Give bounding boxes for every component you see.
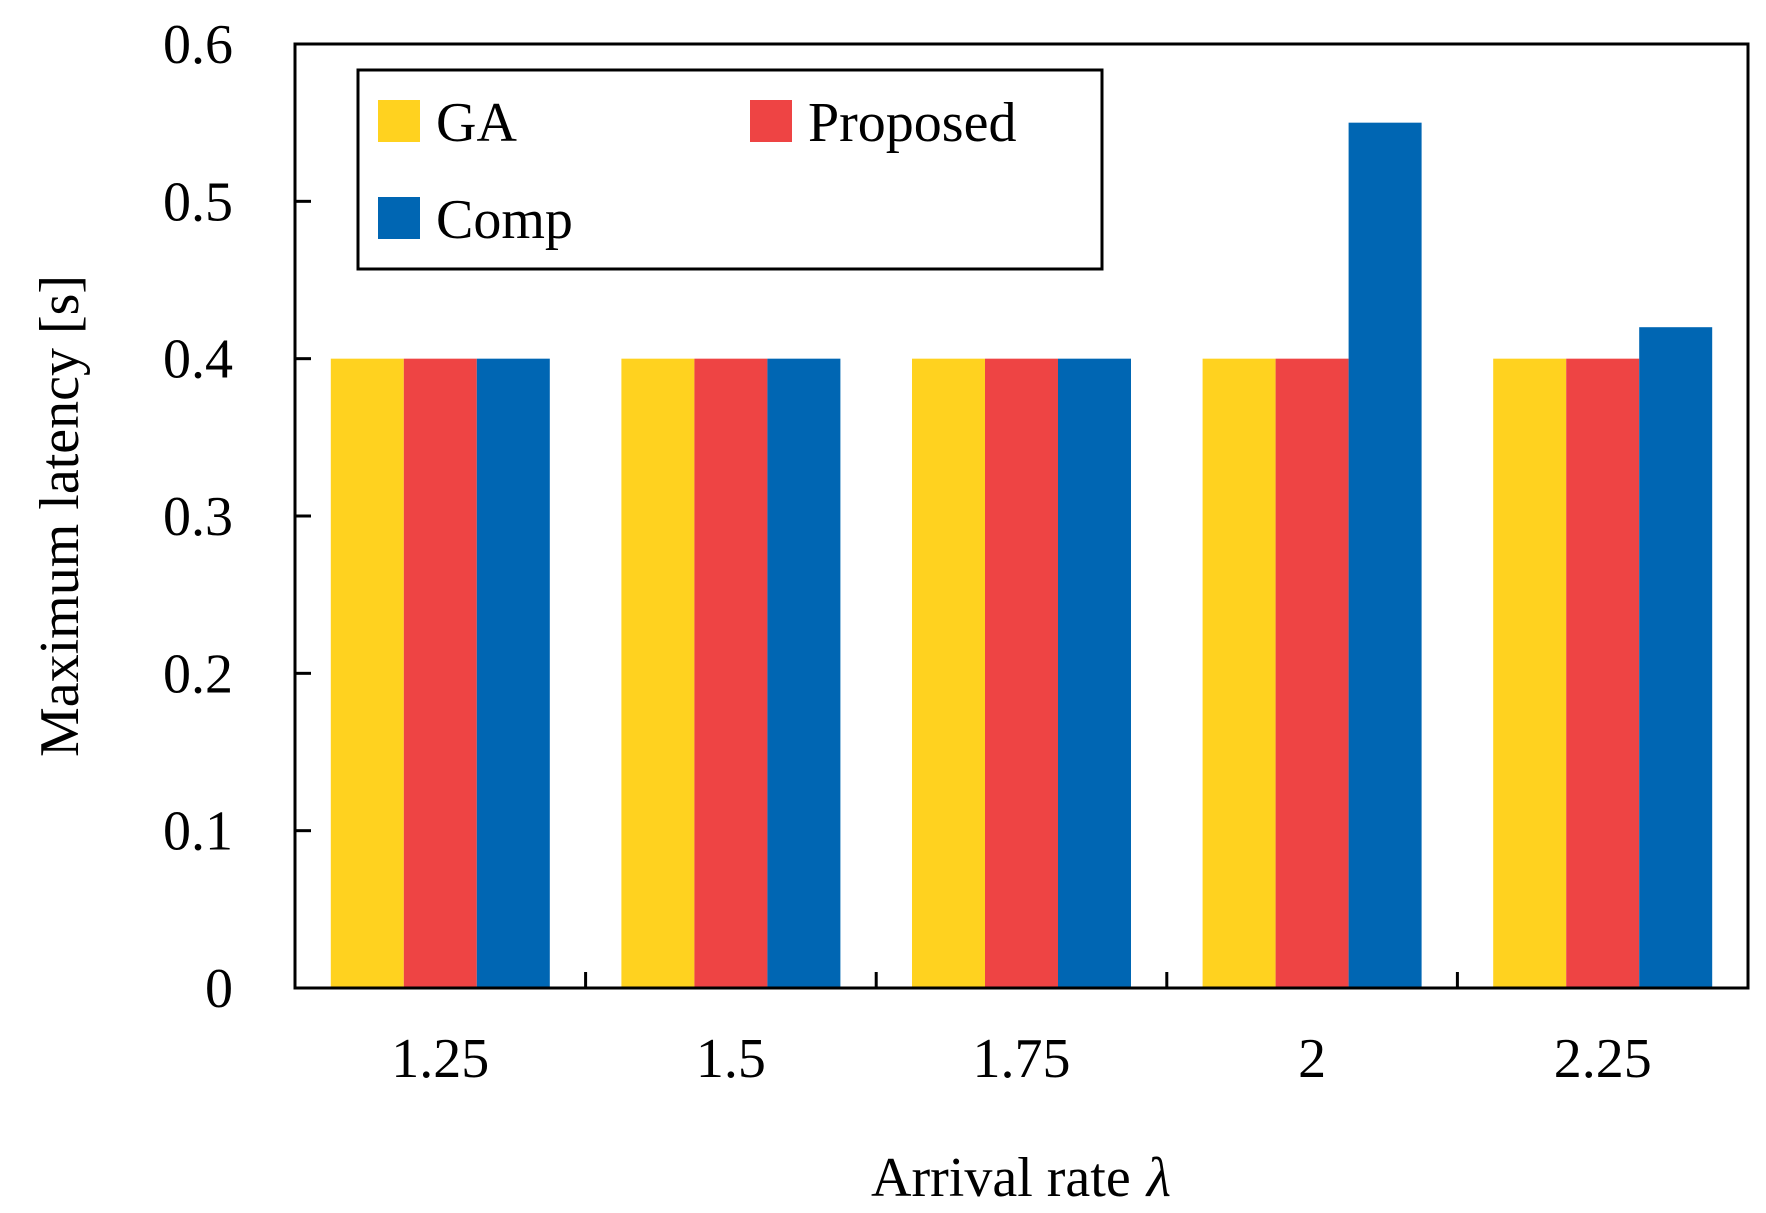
y-tick-label: 0.4 [163, 329, 233, 391]
y-tick-label: 0.3 [163, 486, 233, 548]
y-tick-label: 0.5 [163, 171, 233, 233]
bar-proposed-2 [1275, 358, 1349, 989]
legend-label-comp: Comp [436, 189, 573, 251]
y-tick-label: 0.1 [163, 801, 233, 863]
legend: GA Proposed Comp [356, 68, 1104, 271]
legend-label-ga: GA [436, 92, 517, 154]
bar-comp-1.25 [476, 358, 550, 989]
y-axis: 0 0.1 0.2 0.3 0.4 0.5 0.6 [163, 14, 311, 1020]
bar-comp-1.75 [1058, 358, 1131, 989]
y-axis-title: Maximum latency [s] [29, 275, 91, 757]
legend-frame [356, 68, 1104, 271]
x-axis-title-text: Arrival rate [871, 1147, 1131, 1209]
legend-label-proposed: Proposed [808, 92, 1016, 154]
legend-swatch-ga [378, 100, 420, 142]
y-tick-label: 0.6 [163, 14, 233, 76]
bar-ga-2 [1202, 358, 1276, 989]
bar-proposed-1.75 [985, 358, 1058, 989]
legend-swatch-proposed [750, 100, 792, 142]
bar-comp-2.25 [1639, 327, 1713, 988]
x-tick-label: 1.75 [973, 1028, 1071, 1090]
x-axis: 1.25 1.5 1.75 2 2.25 [391, 972, 1652, 1090]
bar-ga-1.75 [912, 358, 985, 989]
bar-ga-1.5 [621, 358, 695, 989]
x-axis-title-symbol: λ [1145, 1147, 1171, 1209]
bars-group [330, 122, 1713, 989]
y-tick-label: 0 [205, 958, 233, 1020]
x-tick-label: 2 [1298, 1028, 1326, 1090]
bar-proposed-1.5 [694, 358, 768, 989]
x-axis-title: Arrival rate λ [871, 1147, 1171, 1209]
bar-comp-2 [1348, 122, 1422, 988]
bar-comp-1.5 [767, 358, 841, 989]
bar-ga-1.25 [330, 358, 404, 989]
x-tick-label: 2.25 [1554, 1028, 1652, 1090]
x-tick-label: 1.5 [696, 1028, 766, 1090]
bar-proposed-1.25 [403, 358, 477, 989]
legend-swatch-comp [378, 197, 420, 239]
bar-ga-2.25 [1493, 358, 1567, 989]
y-tick-label: 0.2 [163, 643, 233, 705]
x-tick-label: 1.25 [391, 1028, 489, 1090]
bar-proposed-2.25 [1566, 358, 1640, 989]
